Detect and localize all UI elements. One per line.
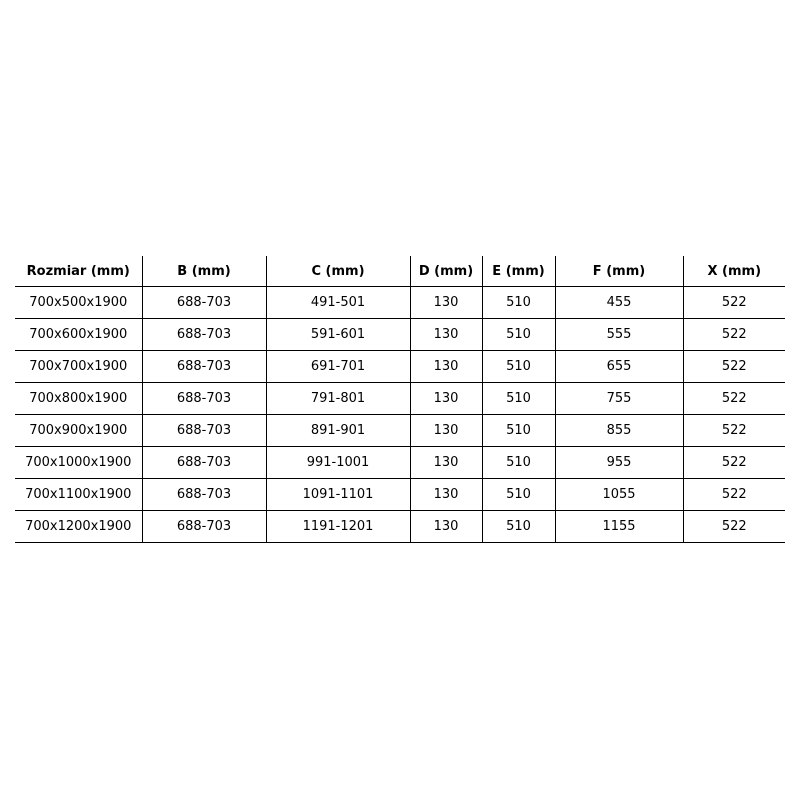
table-cell: 130 bbox=[409, 382, 482, 415]
table-row: 700x700x1900 688-703 691-701 130 510 655 522 bbox=[15, 350, 785, 383]
table-cell: 522 bbox=[682, 286, 785, 319]
table-cell: 991-1001 bbox=[265, 446, 410, 479]
table-cell: 700x600x1900 bbox=[15, 318, 142, 351]
table-cell: 510 bbox=[481, 382, 555, 415]
table-cell: 130 bbox=[409, 478, 482, 511]
table-cell: 700x700x1900 bbox=[15, 350, 142, 383]
table-cell: 855 bbox=[554, 414, 683, 447]
column-header: Rozmiar (mm) bbox=[15, 256, 142, 287]
table-cell: 688-703 bbox=[141, 414, 266, 447]
table-cell: 688-703 bbox=[141, 382, 266, 415]
table-cell: 130 bbox=[409, 286, 482, 319]
table-cell: 130 bbox=[409, 510, 482, 543]
table-cell: 688-703 bbox=[141, 350, 266, 383]
column-header: B (mm) bbox=[141, 256, 266, 287]
column-header: E (mm) bbox=[481, 256, 555, 287]
table-cell: 700x1100x1900 bbox=[15, 478, 142, 511]
dimensions-table: Rozmiar (mm) B (mm) C (mm) D (mm) E (mm) F (m… bbox=[15, 256, 785, 543]
table-cell: 522 bbox=[682, 414, 785, 447]
table-cell: 522 bbox=[682, 446, 785, 479]
table-cell: 130 bbox=[409, 446, 482, 479]
table-cell: 510 bbox=[481, 446, 555, 479]
table-cell: 688-703 bbox=[141, 286, 266, 319]
table-cell: 655 bbox=[554, 350, 683, 383]
table-cell: 510 bbox=[481, 414, 555, 447]
table-cell: 691-701 bbox=[265, 350, 410, 383]
table-cell: 510 bbox=[481, 510, 555, 543]
column-header: X (mm) bbox=[682, 256, 785, 287]
table-row: 700x900x1900 688-703 891-901 130 510 855 522 bbox=[15, 414, 785, 447]
table-cell: 700x1000x1900 bbox=[15, 446, 142, 479]
table-row: 700x1100x1900 688-703 1091-1101 130 510 1055 5… bbox=[15, 478, 785, 511]
table-cell: 700x500x1900 bbox=[15, 286, 142, 319]
table-cell: 130 bbox=[409, 318, 482, 351]
table-cell: 1191-1201 bbox=[265, 510, 410, 543]
table-cell: 688-703 bbox=[141, 478, 266, 511]
table-cell: 1091-1101 bbox=[265, 478, 410, 511]
table-cell: 700x800x1900 bbox=[15, 382, 142, 415]
column-header: D (mm) bbox=[409, 256, 482, 287]
table-cell: 688-703 bbox=[141, 446, 266, 479]
table-cell: 522 bbox=[682, 478, 785, 511]
table-cell: 755 bbox=[554, 382, 683, 415]
table-cell: 791-801 bbox=[265, 382, 410, 415]
table-cell: 522 bbox=[682, 350, 785, 383]
table-cell: 891-901 bbox=[265, 414, 410, 447]
table-cell: 688-703 bbox=[141, 510, 266, 543]
table-cell: 555 bbox=[554, 318, 683, 351]
table-cell: 510 bbox=[481, 286, 555, 319]
header-row: Rozmiar (mm) B (mm) C (mm) D (mm) E (mm) F (m… bbox=[15, 256, 785, 287]
table-cell: 130 bbox=[409, 350, 482, 383]
table-cell: 1155 bbox=[554, 510, 683, 543]
table-cell: 522 bbox=[682, 318, 785, 351]
column-header: F (mm) bbox=[554, 256, 683, 287]
table-cell: 591-601 bbox=[265, 318, 410, 351]
table-cell: 688-703 bbox=[141, 318, 266, 351]
table-cell: 130 bbox=[409, 414, 482, 447]
table-cell: 955 bbox=[554, 446, 683, 479]
table-row: 700x800x1900 688-703 791-801 130 510 755 522 bbox=[15, 382, 785, 415]
table-cell: 510 bbox=[481, 350, 555, 383]
table-row: 700x1000x1900 688-703 991-1001 130 510 955 522 bbox=[15, 446, 785, 479]
table-cell: 700x900x1900 bbox=[15, 414, 142, 447]
table-cell: 1055 bbox=[554, 478, 683, 511]
table-cell: 455 bbox=[554, 286, 683, 319]
table-row: 700x600x1900 688-703 591-601 130 510 555 522 bbox=[15, 318, 785, 351]
table-cell: 510 bbox=[481, 318, 555, 351]
table-row: 700x500x1900 688-703 491-501 130 510 455 522 bbox=[15, 286, 785, 319]
table-cell: 700x1200x1900 bbox=[15, 510, 142, 543]
table-cell: 522 bbox=[682, 382, 785, 415]
table-row: 700x1200x1900 688-703 1191-1201 130 510 1155 5… bbox=[15, 510, 785, 543]
column-header: C (mm) bbox=[265, 256, 410, 287]
table-cell: 510 bbox=[481, 478, 555, 511]
table-cell: 491-501 bbox=[265, 286, 410, 319]
table-cell: 522 bbox=[682, 510, 785, 543]
